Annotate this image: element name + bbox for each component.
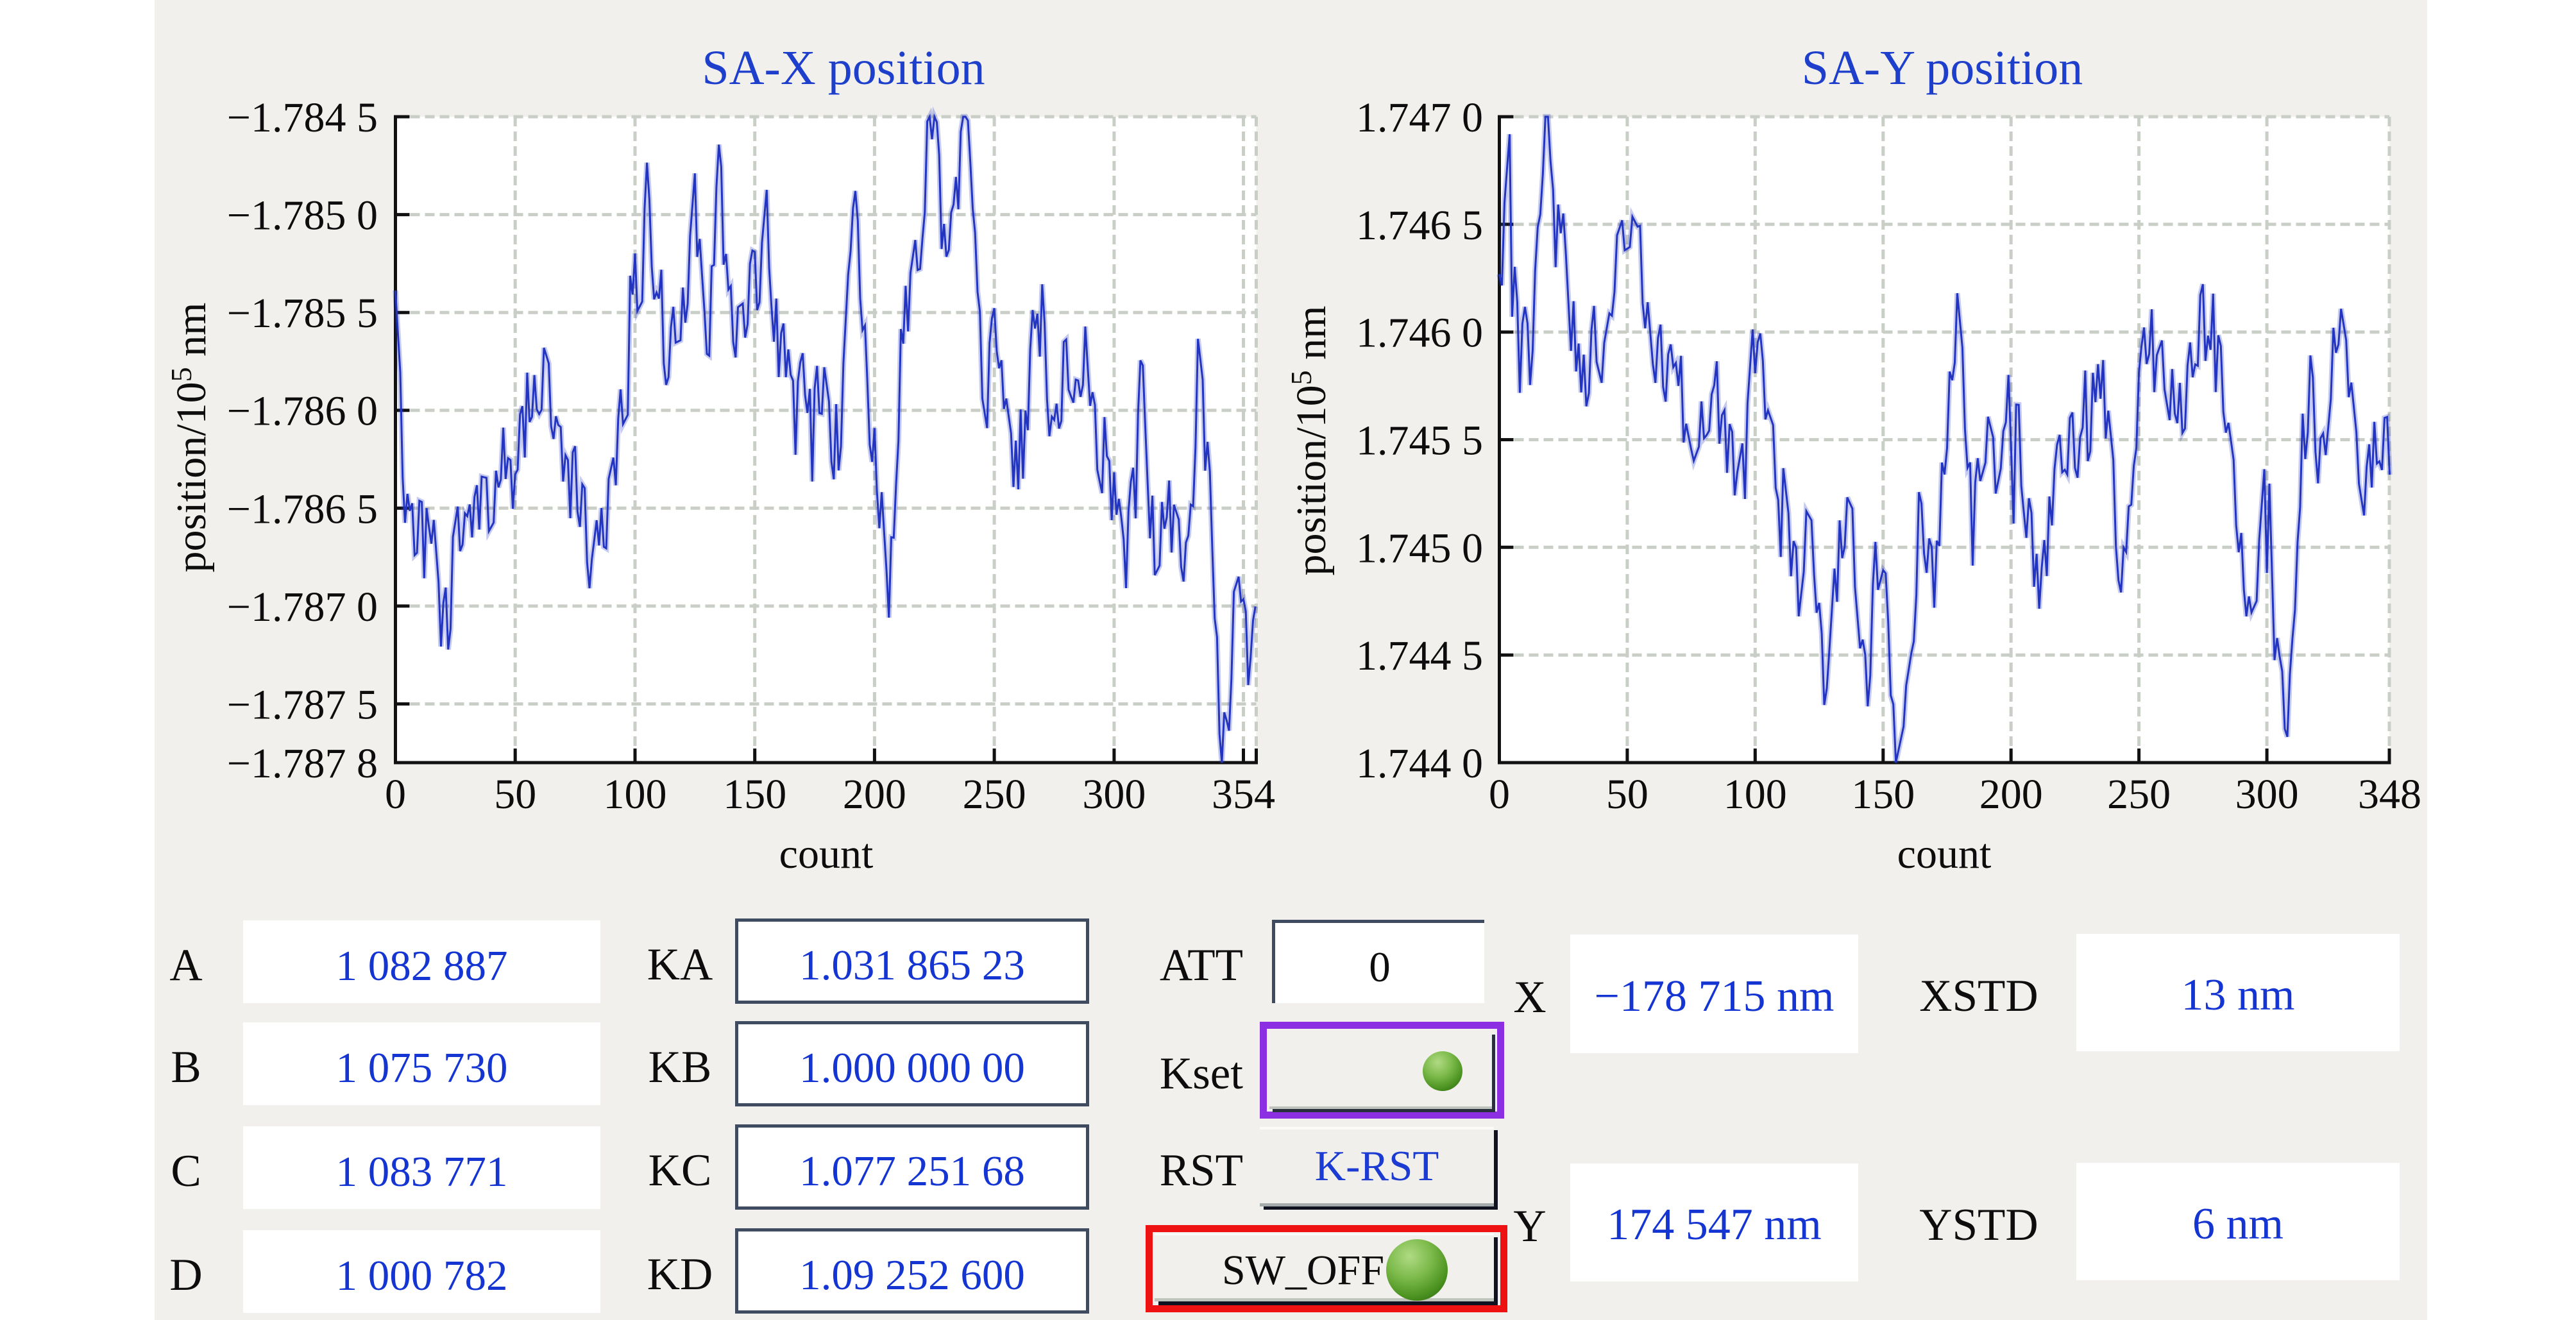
svg-text:count: count xyxy=(1897,831,1992,877)
svg-text:−1.784 5: −1.784 5 xyxy=(227,94,378,141)
svg-text:1.745 0: 1.745 0 xyxy=(1356,525,1483,571)
svg-text:100: 100 xyxy=(1724,771,1787,818)
svg-text:1.744 5: 1.744 5 xyxy=(1356,632,1483,679)
svg-text:1.746 0: 1.746 0 xyxy=(1356,310,1483,357)
svg-text:50: 50 xyxy=(494,771,536,818)
svg-text:250: 250 xyxy=(963,771,1026,818)
svg-text:count: count xyxy=(779,831,874,877)
svg-text:300: 300 xyxy=(2235,771,2299,818)
svg-text:−1.785 5: −1.785 5 xyxy=(227,290,378,337)
svg-text:0: 0 xyxy=(385,771,406,818)
svg-text:−1.786 5: −1.786 5 xyxy=(227,486,378,532)
svg-text:−1.785 0: −1.785 0 xyxy=(227,192,378,239)
svg-text:250: 250 xyxy=(2107,771,2171,818)
svg-text:position/105 nm: position/105 nm xyxy=(1285,306,1335,576)
svg-text:348: 348 xyxy=(2358,771,2421,818)
svg-text:354: 354 xyxy=(1212,771,1275,818)
svg-text:1.745 5: 1.745 5 xyxy=(1356,418,1483,464)
svg-text:300: 300 xyxy=(1082,771,1146,818)
svg-text:150: 150 xyxy=(723,771,786,818)
svg-text:−1.787 8: −1.787 8 xyxy=(227,740,378,787)
svg-text:50: 50 xyxy=(1606,771,1648,818)
svg-text:200: 200 xyxy=(1979,771,2043,818)
svg-text:1.744 0: 1.744 0 xyxy=(1356,740,1483,787)
svg-text:SA-X position: SA-X position xyxy=(702,41,985,95)
svg-text:150: 150 xyxy=(1851,771,1915,818)
svg-text:−1.787 5: −1.787 5 xyxy=(227,682,378,729)
svg-text:SA-Y position: SA-Y position xyxy=(1802,41,2083,95)
svg-text:100: 100 xyxy=(604,771,667,818)
svg-text:0: 0 xyxy=(1489,771,1510,818)
svg-text:1.746 5: 1.746 5 xyxy=(1356,202,1483,249)
svg-text:1.747 0: 1.747 0 xyxy=(1356,94,1483,141)
svg-text:position/105 nm: position/105 nm xyxy=(165,303,215,573)
svg-text:−1.787 0: −1.787 0 xyxy=(227,584,378,630)
svg-text:−1.786 0: −1.786 0 xyxy=(227,388,378,435)
svg-text:200: 200 xyxy=(843,771,906,818)
